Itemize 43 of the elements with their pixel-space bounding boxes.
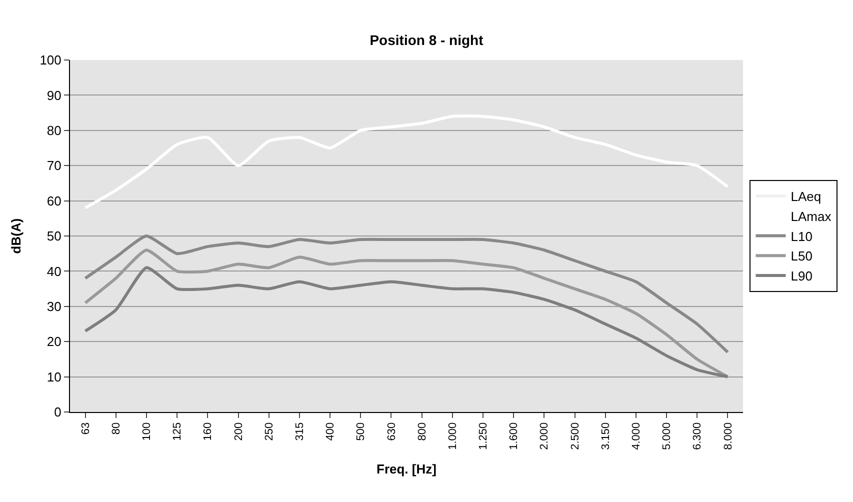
chart-title: Position 8 - night	[370, 32, 484, 48]
line-series	[84, 234, 730, 354]
x-tick-label: 3.150	[600, 422, 612, 450]
x-tick-label: 250	[263, 422, 276, 441]
x-tick-label: 200	[232, 422, 245, 441]
text: LAmax	[790, 208, 832, 224]
x-tick-label: 160	[202, 422, 214, 441]
y-tick-label: 10	[46, 369, 62, 384]
x-tick-label: 5.000	[661, 422, 674, 450]
y-tick-label: 90	[46, 88, 62, 103]
legend-label: L50	[790, 248, 812, 264]
x-tick-label: 125	[172, 422, 184, 441]
y-tick-label: 100	[40, 52, 62, 68]
legend-label: L90	[790, 268, 812, 284]
y-tick-label: 20	[46, 334, 62, 350]
x-axis-title: Freq. [Hz]	[376, 462, 436, 477]
y-tick-label: 80	[46, 122, 62, 138]
y-tick-label: 40	[46, 264, 62, 279]
x-tick-label: 100	[141, 422, 154, 441]
x-tick-label: 1.600	[508, 422, 520, 450]
x-tick-label: 315	[294, 422, 306, 441]
x-tick-label: 63	[80, 422, 92, 435]
x-tick-label: 2.000	[538, 422, 551, 450]
line-series	[84, 114, 730, 210]
x-tick-label: 2.500	[569, 422, 582, 450]
y-tick-label: 30	[46, 298, 62, 314]
x-tick-label: 800	[416, 422, 428, 441]
x-tick-label: 6.300	[692, 422, 704, 450]
x-tick-label: 1.000	[446, 422, 459, 450]
y-tick-label: 60	[46, 193, 62, 208]
y-tick-label: 50	[46, 228, 62, 244]
legend-label: L10	[790, 228, 812, 244]
x-tick-label: 500	[355, 422, 368, 441]
x-tick-label: 400	[324, 422, 337, 441]
legend-label: LAeq	[790, 189, 822, 204]
x-tick-label: 4.000	[630, 422, 643, 450]
x-tick-label: 80	[110, 422, 122, 435]
x-tick-label: 630	[386, 422, 398, 441]
x-tick-label: 8.000	[722, 422, 734, 450]
y-axis-title: dB(A)	[8, 218, 24, 254]
y-tick-label: 0	[54, 404, 62, 420]
y-tick-label: 70	[46, 158, 62, 174]
x-tick-label: 1.250	[478, 422, 490, 450]
